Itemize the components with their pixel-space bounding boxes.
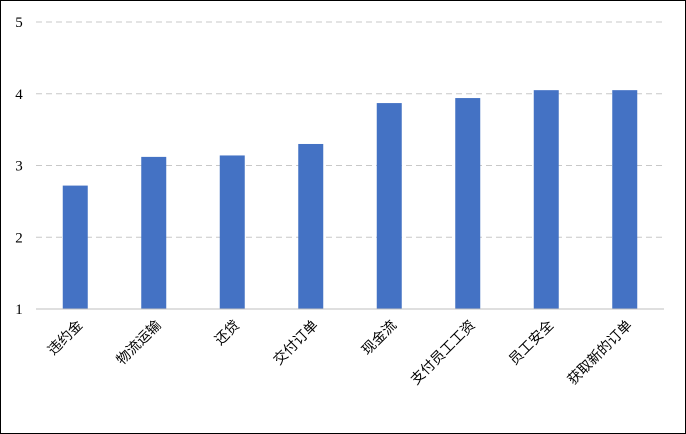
x-tick-label: 支付员工工资	[408, 318, 479, 389]
bar	[612, 90, 638, 309]
bar	[533, 90, 559, 309]
x-tick-label: 员工安全	[505, 317, 557, 369]
x-tick-label: 物流运输	[114, 318, 165, 369]
x-tick-label: 违约金	[45, 318, 86, 359]
y-tick-label: 3	[15, 159, 23, 175]
bar	[219, 155, 245, 309]
x-tick-label: 交付订单	[270, 317, 322, 369]
x-axis-labels: 违约金 物流运输 还贷 交付订单 现金流 支付员工工资 员工安全 获取新的订单	[45, 317, 636, 388]
y-tick-label: 5	[15, 15, 23, 31]
y-tick-label: 4	[15, 87, 23, 103]
y-tick-label: 1	[15, 302, 23, 318]
x-tick-label: 还贷	[212, 318, 243, 349]
bars	[62, 90, 638, 310]
bar	[62, 185, 88, 309]
gridlines	[36, 21, 664, 238]
y-tick-label: 2	[15, 230, 23, 246]
bar	[141, 156, 167, 309]
x-tick-label: 获取新的订单	[565, 318, 636, 389]
x-tick-label: 现金流	[359, 318, 400, 359]
y-axis-ticks: 1 2 3 4 5	[15, 15, 23, 318]
bar	[298, 143, 324, 309]
bar	[455, 98, 481, 310]
bar	[376, 103, 402, 309]
